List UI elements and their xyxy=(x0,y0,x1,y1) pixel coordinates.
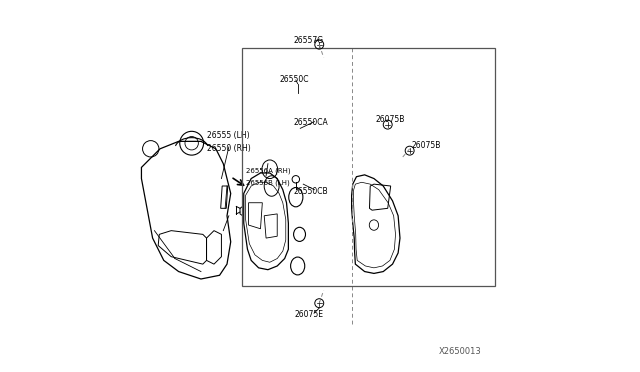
Text: 26556B (LH): 26556B (LH) xyxy=(246,179,289,186)
Text: 26550CB: 26550CB xyxy=(294,187,328,196)
Text: 26550C: 26550C xyxy=(279,76,308,84)
Text: 26557G: 26557G xyxy=(294,36,324,45)
Text: 26556A (RH): 26556A (RH) xyxy=(246,168,290,174)
Text: 26555 (LH): 26555 (LH) xyxy=(207,131,249,140)
Bar xyxy=(242,48,495,286)
Text: X2650013: X2650013 xyxy=(439,347,482,356)
Text: 26550 (RH): 26550 (RH) xyxy=(207,144,250,153)
Text: 26075E: 26075E xyxy=(294,310,324,319)
Text: 26550CA: 26550CA xyxy=(294,118,329,127)
Text: 26075B: 26075B xyxy=(376,115,405,124)
Text: 26075B: 26075B xyxy=(412,141,441,150)
